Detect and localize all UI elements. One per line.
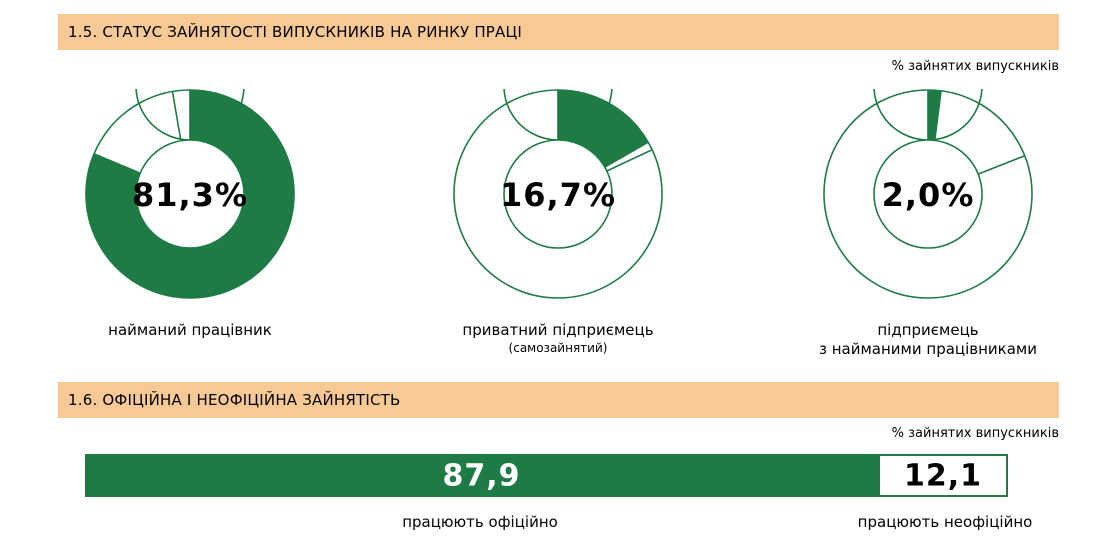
donut-value-label: 2,0% [882,176,975,214]
donut-hole [503,139,613,249]
data-label: 87,9 [442,458,521,493]
donut-label-hired-employee: найманий працівник [60,321,320,340]
donut-slice-divider [606,148,653,172]
category-label: підприємець [877,321,979,339]
donut-label-entrepreneur: підприємець з найманими працівниками [778,321,1078,359]
donut-value-label: 16,7% [500,176,616,214]
section-header-official-employment: 1.6. ОФІЦІЙНА І НЕОФІЦІЙНА ЗАЙНЯТІСТЬ [58,382,1059,418]
donut-hole [873,139,983,249]
donut-label-self-employed: приватний підприємець (самозайнятий) [428,321,688,356]
category-label: приватний підприємець [462,321,654,339]
section-title: 1.6. ОФІЦІЙНА І НЕОФІЦІЙНА ЗАЙНЯТІСТЬ [68,391,401,409]
donut-chart-self-employed: 16,7% [453,89,663,299]
section-header-employment-status: 1.5. СТАТУС ЗАЙНЯТОСТІ ВИПУСКНИКІВ НА РИ… [58,14,1059,50]
donut-chart-entrepreneur: 2,0% [823,89,1033,299]
donut-slice-divider [977,154,1025,175]
bar-label-unofficial: працюють неофіційно [857,513,1033,531]
section-title: 1.5. СТАТУС ЗАЙНЯТОСТІ ВИПУСКНИКІВ НА РИ… [68,23,522,41]
donut-slice-divider [93,153,141,174]
donut-slice-divider [171,91,182,141]
category-label: найманий працівник [108,321,272,339]
donut-hole [135,139,245,249]
donut-value-label: 81,3% [132,176,248,214]
unit-label: % зайнятих випускників [891,426,1059,441]
bar-segment-official: 87,9 [85,454,878,497]
bar-label-official: працюють офіційно [402,513,558,531]
category-sublabel: (самозайнятий) [508,341,608,355]
category-sublabel: з найманими працівниками [819,340,1037,358]
bar-segment-unofficial: 12,1 [878,454,1008,497]
data-label: 12,1 [903,458,983,493]
donut-slice-value [927,89,942,141]
unit-label: % зайнятих випускників [891,59,1059,74]
donut-slice-divider [933,90,942,141]
donut-chart-hired-employee: 81,3% [85,89,295,299]
donut-slice-divider [604,141,649,168]
